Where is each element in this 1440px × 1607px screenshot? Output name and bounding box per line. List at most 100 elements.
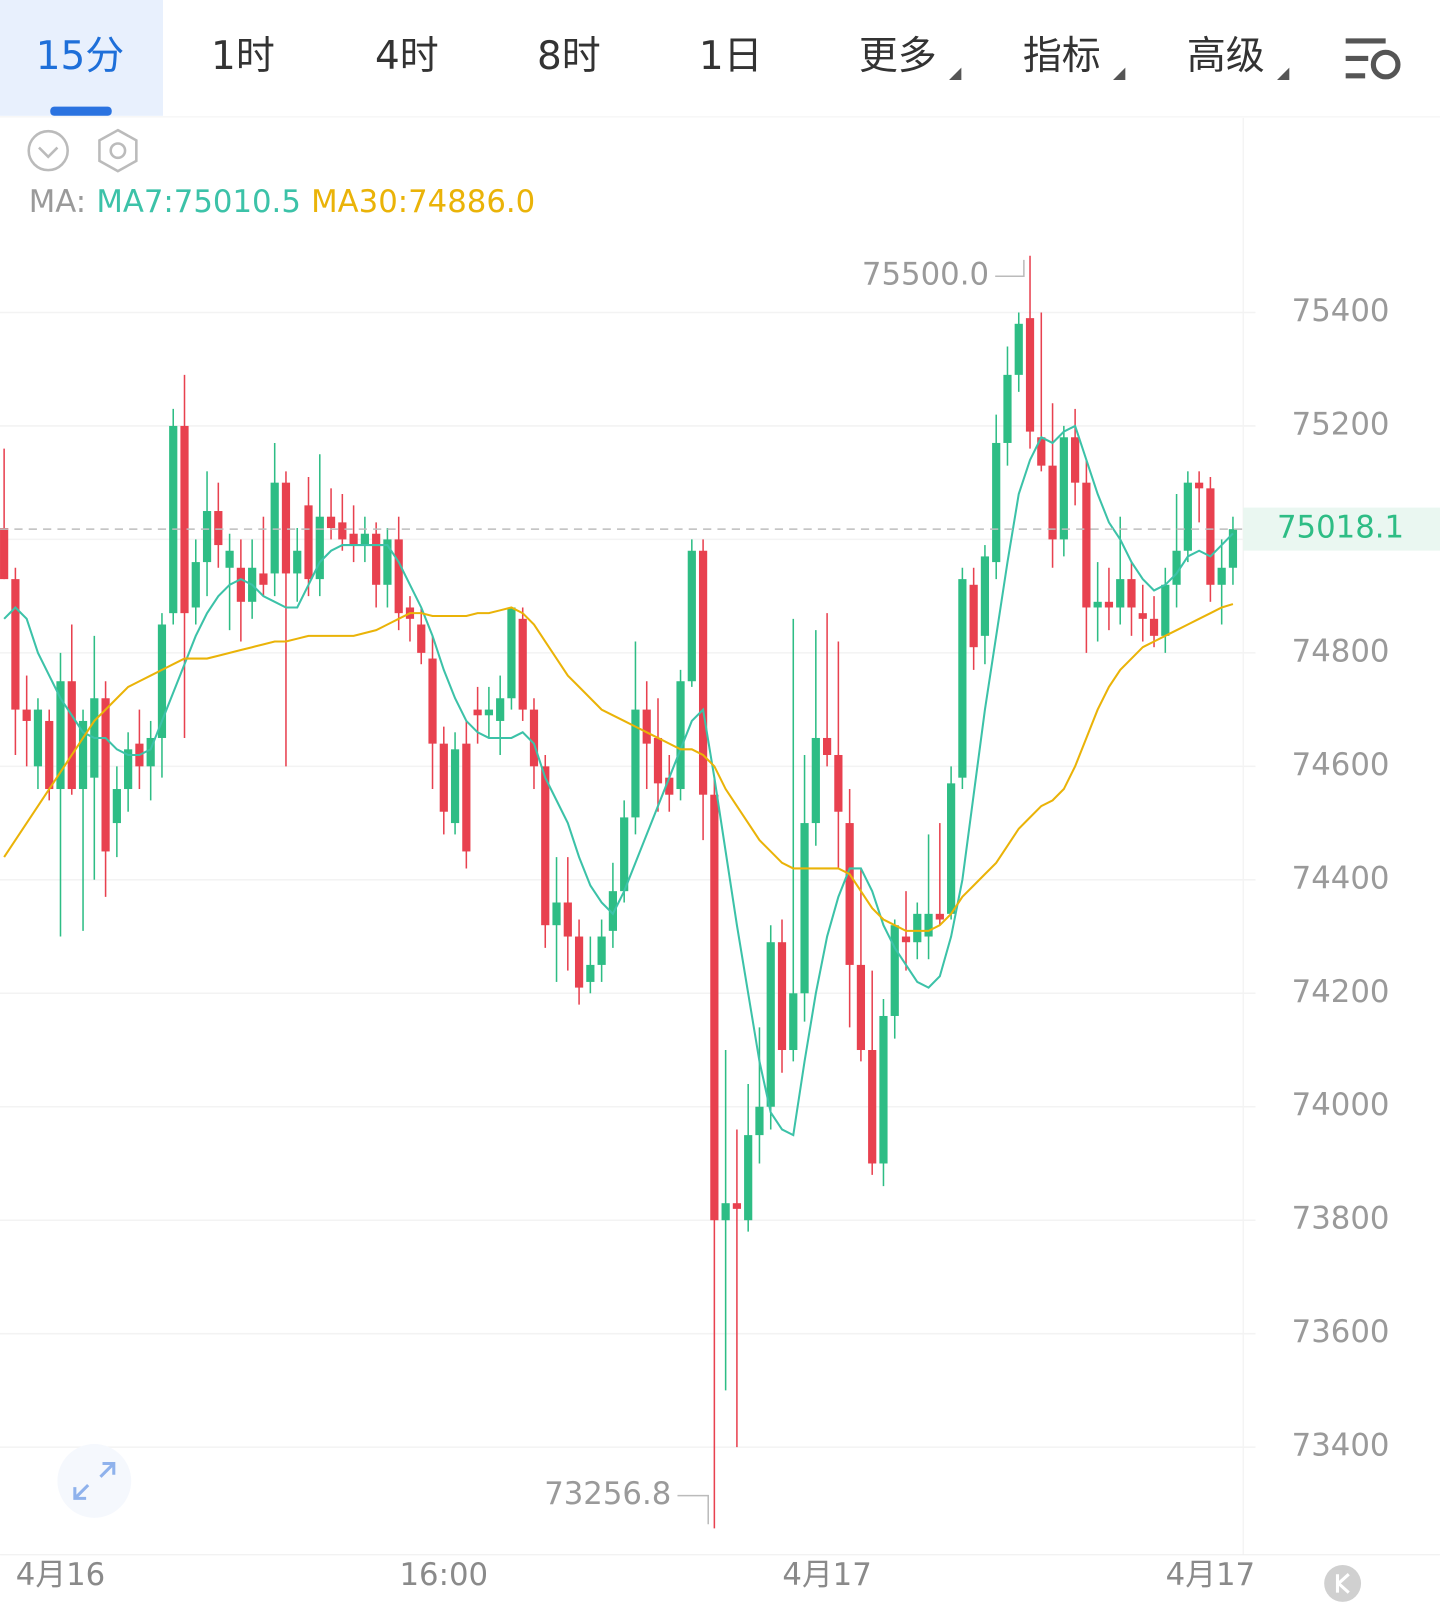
candle-body <box>1048 465 1057 540</box>
candle-body <box>372 533 381 585</box>
candle-body <box>642 709 651 744</box>
tab[interactable]: 4时 <box>375 34 439 79</box>
dropdown-arrows <box>949 67 1290 80</box>
tab[interactable]: 8时 <box>537 34 601 79</box>
candle-body <box>417 624 426 653</box>
candle-body <box>1059 437 1068 540</box>
low-label: 73256.8 <box>544 1476 671 1512</box>
tab[interactable]: 15分 <box>36 34 124 79</box>
candle-body <box>529 709 539 767</box>
candle-body <box>259 573 268 585</box>
y-tick-label: 74600 <box>1292 747 1390 783</box>
tab[interactable]: 指标 <box>1023 34 1101 79</box>
x-tick-label: 4月16 <box>16 1557 105 1593</box>
candle-body <box>349 533 358 546</box>
candle-body <box>755 1106 764 1136</box>
candle-body <box>293 550 302 574</box>
expand-button[interactable] <box>57 1444 132 1518</box>
current-price-box <box>1243 507 1440 551</box>
y-tick-label: 73600 <box>1292 1314 1390 1350</box>
candle-body <box>822 737 832 755</box>
candle-body <box>1071 437 1080 483</box>
y-tick-label: 75200 <box>1292 406 1390 442</box>
candle-body <box>11 579 20 710</box>
candle-body <box>112 789 121 824</box>
tab[interactable]: 1日 <box>699 34 763 79</box>
candle-body <box>1082 482 1091 608</box>
candle-body <box>0 528 9 580</box>
candle-body <box>879 1015 888 1164</box>
candle-body <box>552 902 561 926</box>
candle-body <box>1195 482 1204 489</box>
candle-body <box>935 913 944 920</box>
active-tab-bg <box>0 0 163 116</box>
candle-body <box>1127 579 1136 608</box>
y-tick-label: 73400 <box>1292 1428 1390 1464</box>
candle-body <box>101 698 110 852</box>
ma7-legend: MA7:75010.5 <box>96 183 301 219</box>
candle-body <box>710 794 719 1221</box>
candle-body <box>913 913 922 943</box>
candle-body <box>574 936 584 988</box>
candle-body <box>1025 318 1035 432</box>
candle-body <box>450 749 460 824</box>
tab[interactable]: 1时 <box>211 34 275 79</box>
candle-body <box>462 743 471 852</box>
candle-body <box>597 936 606 965</box>
candle-body <box>1003 374 1012 443</box>
y-tick-label: 75400 <box>1292 293 1390 329</box>
candle-body <box>394 539 403 614</box>
candle-body <box>665 777 674 795</box>
candle-body <box>1149 618 1159 636</box>
candle-body <box>856 964 866 1051</box>
candle-body <box>676 681 685 790</box>
ma-prefix: MA: <box>29 183 86 219</box>
candle-body <box>586 964 595 982</box>
candle-body <box>157 624 167 738</box>
x-tick-label: 4月17 <box>782 1557 871 1593</box>
x-tick-label: 16:00 <box>400 1557 489 1593</box>
candle-body <box>901 936 911 943</box>
candle-body <box>270 482 279 574</box>
candle-body <box>45 720 54 790</box>
candle-body <box>721 1203 730 1221</box>
candle-body <box>1014 323 1023 375</box>
tab[interactable]: 更多 <box>859 34 937 79</box>
candle-body <box>236 567 245 602</box>
candle-body <box>146 737 155 767</box>
candle-body <box>1116 579 1125 608</box>
candle-body <box>1206 488 1215 585</box>
tab[interactable]: 高级 <box>1187 34 1265 79</box>
candle-body <box>924 913 933 937</box>
y-tick-label: 74000 <box>1292 1087 1390 1123</box>
candle-body <box>845 823 854 965</box>
collapse-icon[interactable] <box>27 129 69 172</box>
candle-body <box>958 579 967 778</box>
current-price-label: 75018.1 <box>1277 510 1404 546</box>
candle-body <box>124 749 133 790</box>
candle-body <box>326 516 336 529</box>
candle-body <box>834 754 843 812</box>
candle-body <box>777 942 787 1051</box>
candle-body <box>496 698 505 721</box>
candle-body <box>507 607 516 699</box>
candle-body <box>1138 613 1147 619</box>
candle-body <box>67 681 76 790</box>
candle-body <box>315 516 324 580</box>
candle-body <box>698 550 708 795</box>
candle-body <box>811 737 820 824</box>
settings-hex-icon[interactable] <box>98 128 138 173</box>
y-tick-label: 74800 <box>1292 633 1390 669</box>
k-button[interactable] <box>1324 1564 1362 1602</box>
candle-body <box>383 539 392 585</box>
candle-body <box>1183 482 1192 551</box>
settings-icon[interactable] <box>1345 38 1401 80</box>
candle-body <box>169 425 178 614</box>
candle-body <box>1037 437 1046 466</box>
candle-body <box>653 737 663 784</box>
y-tick-label: 74200 <box>1292 974 1390 1010</box>
candle-body <box>22 709 31 721</box>
candle-body <box>304 505 313 580</box>
y-tick-label: 74400 <box>1292 860 1390 896</box>
candle-body <box>202 511 212 563</box>
